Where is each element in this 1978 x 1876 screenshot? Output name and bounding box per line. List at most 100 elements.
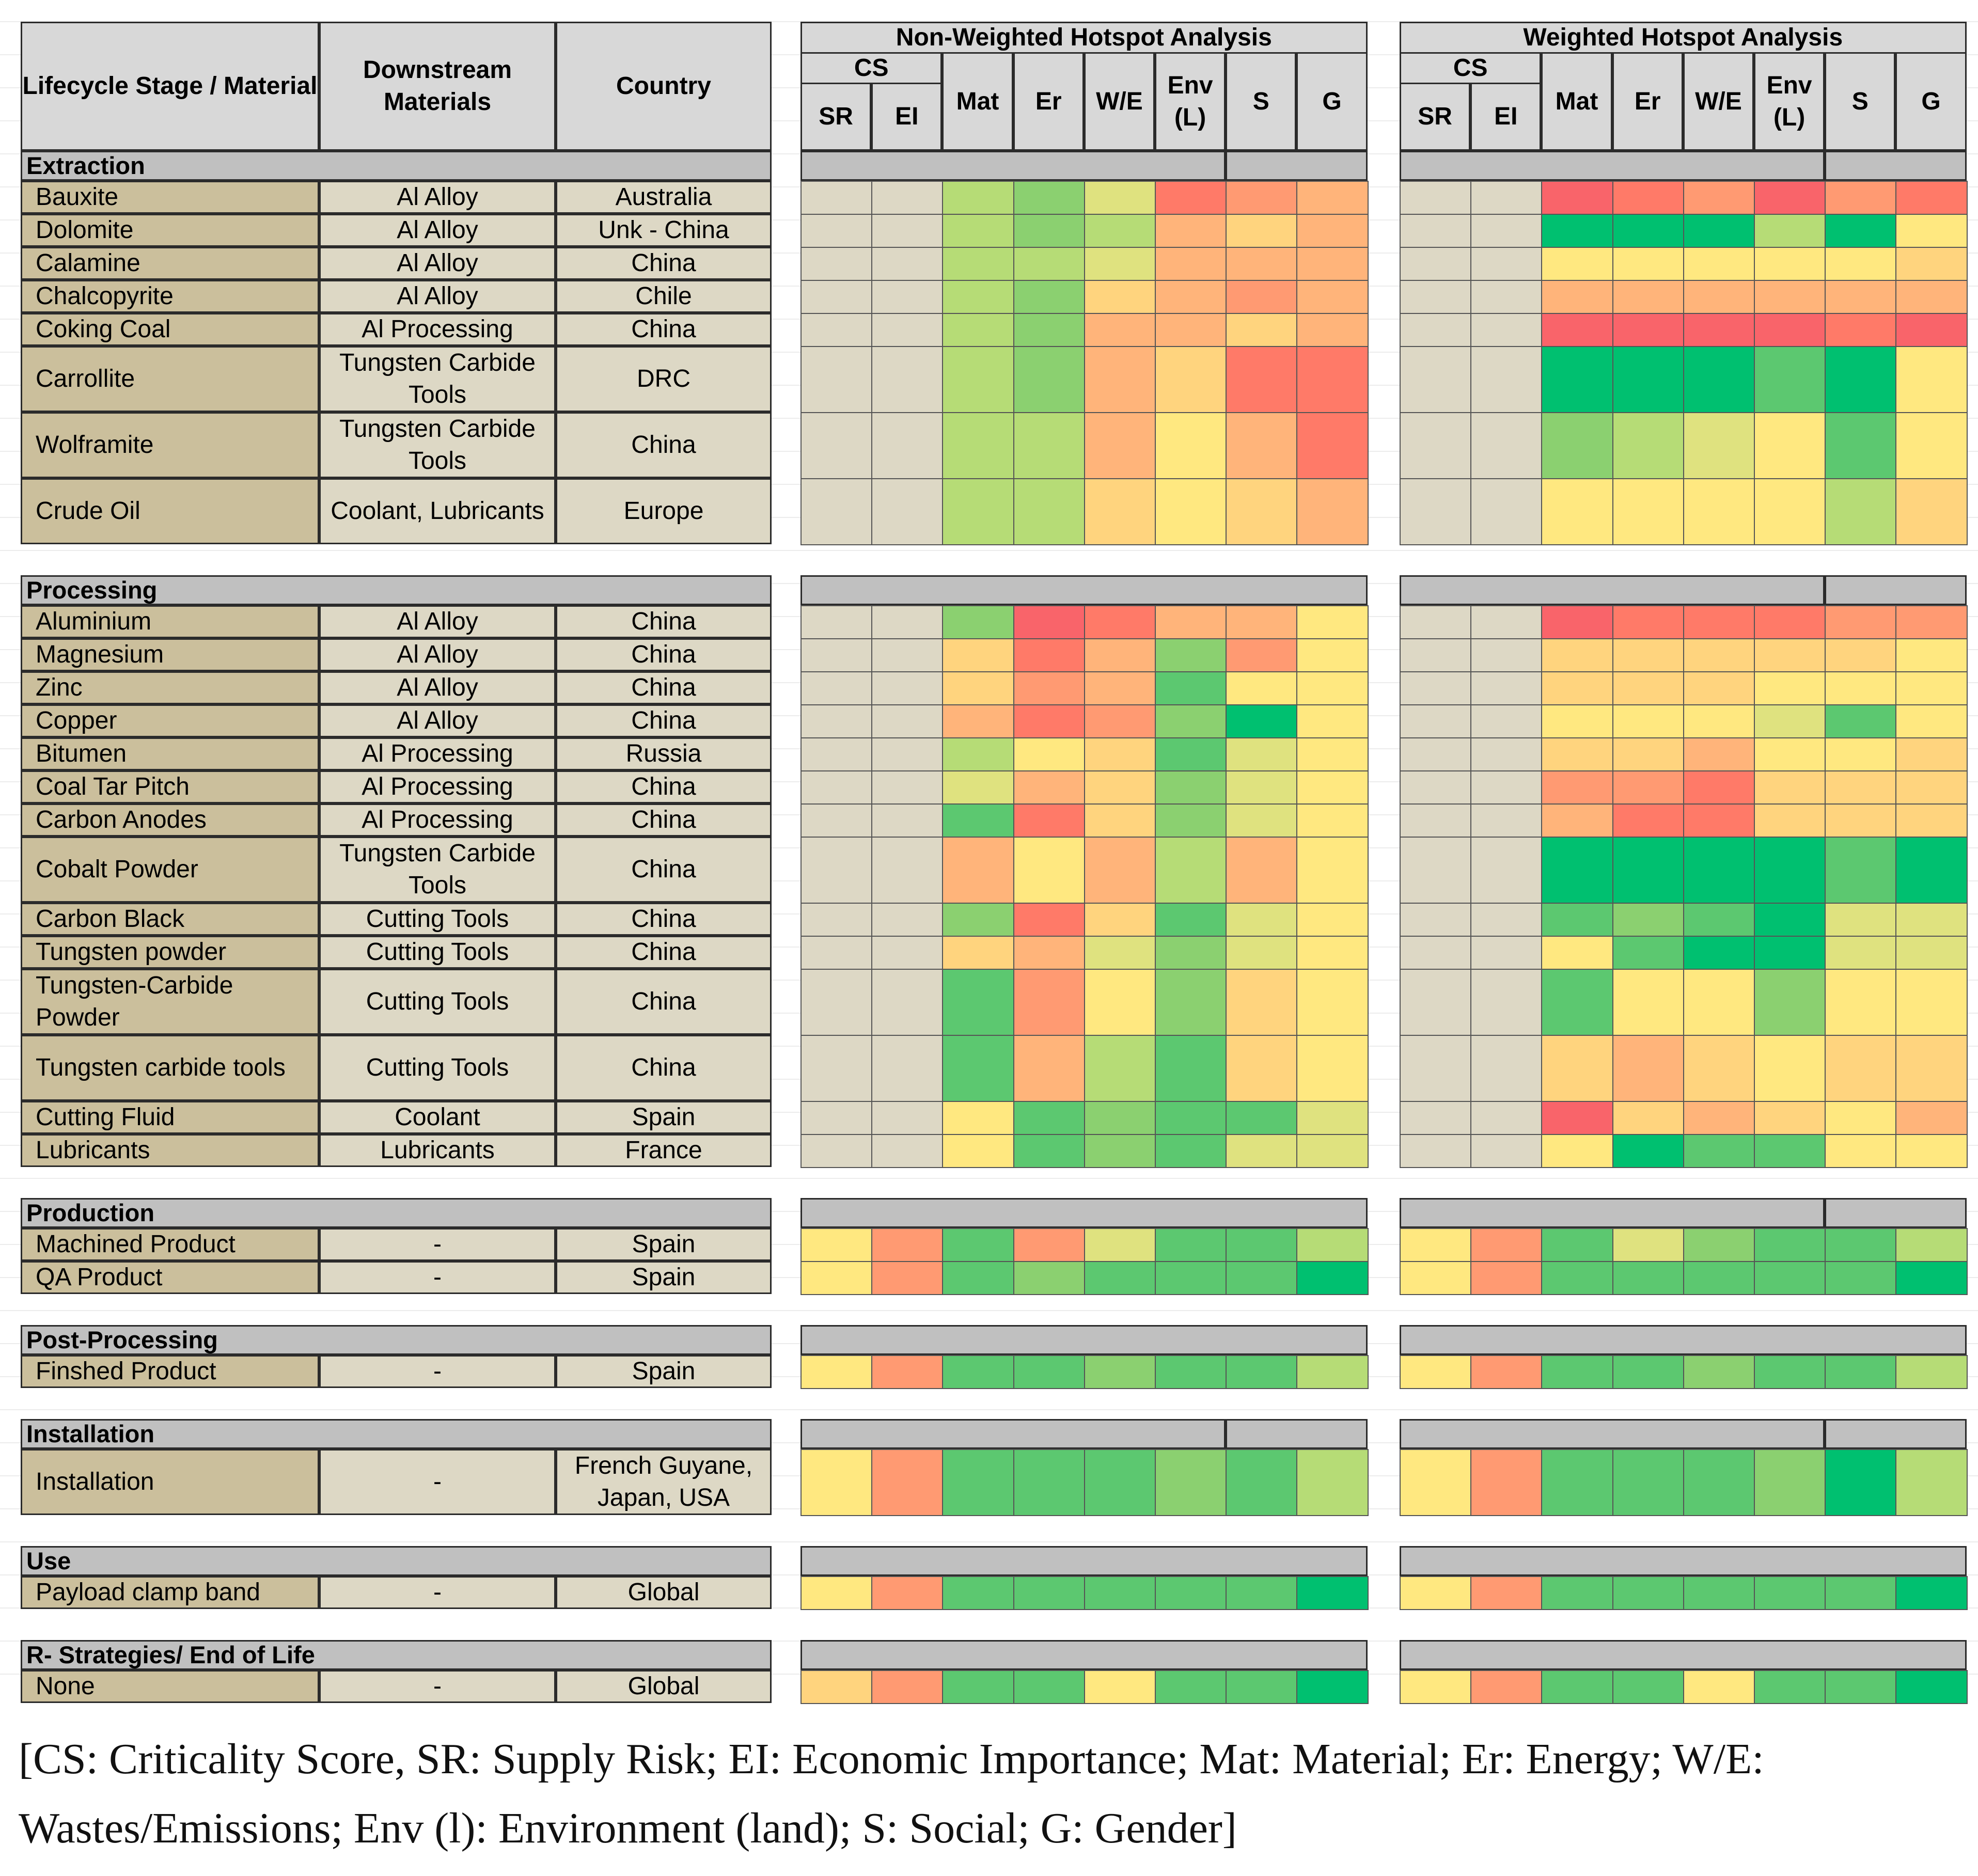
weighted-heat-cell bbox=[1683, 737, 1755, 771]
weighted-heat-cell bbox=[1754, 1355, 1826, 1389]
weighted-heat-cell bbox=[1825, 737, 1897, 771]
weighted-heat-cell bbox=[1825, 638, 1897, 672]
weighted-heat-cell bbox=[1825, 936, 1897, 970]
nw-section-bar-3 bbox=[800, 1325, 1368, 1355]
nonweighted-heat-cell bbox=[1155, 1261, 1227, 1295]
material-cell: Tungsten powder bbox=[21, 936, 319, 969]
weighted-heat-cell bbox=[1825, 478, 1897, 545]
nonweighted-heat-cell bbox=[1084, 1035, 1156, 1102]
country-cell-text: China bbox=[631, 707, 696, 734]
nonweighted-heat-cell bbox=[942, 1101, 1014, 1135]
downstream-cell-text: Tungsten Carbide Tools bbox=[339, 415, 536, 475]
nonweighted-heat-cell bbox=[1226, 671, 1298, 705]
country-cell-text: China bbox=[631, 608, 696, 635]
weighted-heat-cell bbox=[1683, 638, 1755, 672]
nonweighted-heat-cell bbox=[1296, 280, 1369, 314]
nonweighted-heat-cell bbox=[1084, 903, 1156, 937]
weighted-heat-cell bbox=[1895, 1101, 1968, 1135]
nonweighted-heat-cell bbox=[1296, 737, 1369, 771]
nonweighted-heat-cell bbox=[1296, 704, 1369, 738]
nonweighted-heat-cell bbox=[871, 280, 944, 314]
weighted-col-2-text: Mat bbox=[1555, 87, 1598, 115]
nonweighted-col-5: Env (L) bbox=[1155, 52, 1226, 151]
material-cell: Copper bbox=[21, 704, 319, 737]
section-header-1: Processing bbox=[21, 575, 772, 605]
nonweighted-heat-cell bbox=[1296, 1035, 1369, 1102]
nonweighted-heat-cell bbox=[942, 837, 1014, 904]
weighted-heat-cell bbox=[1400, 1101, 1472, 1135]
weighted-heat-cell bbox=[1541, 605, 1613, 639]
weighted-heat-cell bbox=[1470, 313, 1543, 347]
nonweighted-heat-cell bbox=[1226, 803, 1298, 838]
material-cell-text: Cobalt Powder bbox=[36, 856, 198, 883]
nonweighted-heat-cell bbox=[800, 478, 873, 545]
nonweighted-heat-cell bbox=[1296, 1261, 1369, 1295]
material-cell-text: Bauxite bbox=[36, 183, 119, 211]
nw-section-bar-0-b bbox=[1226, 151, 1368, 181]
weighted-heat-cell bbox=[1895, 638, 1968, 672]
country-cell: China bbox=[556, 1035, 772, 1101]
downstream-cell-text: Al Alloy bbox=[397, 249, 478, 277]
country-cell-text: China bbox=[631, 806, 696, 833]
weighted-heat-cell bbox=[1541, 737, 1613, 771]
w-section-bar-4-b bbox=[1825, 1419, 1967, 1449]
weighted-heat-cell bbox=[1541, 247, 1613, 281]
nonweighted-heat-cell bbox=[1226, 346, 1298, 413]
weighted-col-0: SR bbox=[1400, 83, 1471, 151]
nonweighted-heat-cell bbox=[942, 969, 1014, 1036]
weighted-heat-cell bbox=[1825, 1355, 1897, 1389]
nonweighted-heat-cell bbox=[1226, 478, 1298, 545]
nonweighted-heat-cell bbox=[1296, 638, 1369, 672]
weighted-heat-cell bbox=[1612, 1576, 1684, 1610]
weighted-heat-cell bbox=[1470, 1101, 1543, 1135]
nonweighted-heat-cell bbox=[871, 737, 944, 771]
nonweighted-heat-cell bbox=[800, 1035, 873, 1102]
nonweighted-heat-cell bbox=[1013, 770, 1085, 805]
material-cell: Magnesium bbox=[21, 638, 319, 671]
material-cell-text: Calamine bbox=[36, 249, 140, 277]
weighted-heat-cell bbox=[1541, 671, 1613, 705]
weighted-heat-cell bbox=[1895, 346, 1968, 413]
weighted-heat-cell bbox=[1541, 1576, 1613, 1610]
weighted-heat-cell bbox=[1895, 1355, 1968, 1389]
weighted-heat-cell bbox=[1754, 346, 1826, 413]
nonweighted-heat-cell bbox=[942, 1670, 1014, 1704]
country-cell: China bbox=[556, 247, 772, 280]
weighted-heat-cell bbox=[1825, 1261, 1897, 1295]
nonweighted-heat-cell bbox=[942, 605, 1014, 639]
weighted-heat-cell bbox=[1825, 1134, 1897, 1168]
nonweighted-heat-cell bbox=[1226, 247, 1298, 281]
weighted-heat-cell bbox=[1400, 1449, 1472, 1516]
downstream-cell-text: Al Processing bbox=[362, 773, 513, 800]
nonweighted-heat-cell bbox=[1013, 1449, 1085, 1516]
nonweighted-heat-cell bbox=[1296, 936, 1369, 970]
nonweighted-col-7-text: G bbox=[1322, 87, 1342, 115]
weighted-heat-cell bbox=[1754, 803, 1826, 838]
nonweighted-heat-cell bbox=[1155, 605, 1227, 639]
nonweighted-heat-cell bbox=[800, 837, 873, 904]
nonweighted-col-6: S bbox=[1226, 52, 1297, 151]
country-cell-text: China bbox=[631, 674, 696, 701]
weighted-col-4: W/E bbox=[1683, 52, 1754, 151]
downstream-cell-text: Coolant bbox=[395, 1103, 480, 1131]
nonweighted-heat-cell bbox=[1013, 969, 1085, 1036]
material-cell: Carbon Black bbox=[21, 903, 319, 936]
weighted-heat-cell bbox=[1895, 837, 1968, 904]
weighted-heat-cell bbox=[1683, 969, 1755, 1036]
material-cell: Machined Product bbox=[21, 1228, 319, 1261]
weighted-heat-cell bbox=[1612, 1035, 1684, 1102]
weighted-heat-cell bbox=[1400, 1261, 1472, 1295]
nonweighted-heat-cell bbox=[1296, 1576, 1369, 1610]
country-cell-text: Unk - China bbox=[598, 216, 729, 244]
nonweighted-heat-cell bbox=[1013, 346, 1085, 413]
nonweighted-heat-cell bbox=[1013, 478, 1085, 545]
nonweighted-heat-cell bbox=[1296, 803, 1369, 838]
weighted-heat-cell bbox=[1400, 638, 1472, 672]
weighted-heat-cell bbox=[1683, 770, 1755, 805]
nonweighted-heat-cell bbox=[800, 1670, 873, 1704]
weighted-heat-cell bbox=[1541, 280, 1613, 314]
weighted-heat-cell bbox=[1470, 638, 1543, 672]
section-header-2: Production bbox=[21, 1198, 772, 1228]
weighted-heat-cell bbox=[1470, 1134, 1543, 1168]
weighted-heat-cell bbox=[1754, 737, 1826, 771]
